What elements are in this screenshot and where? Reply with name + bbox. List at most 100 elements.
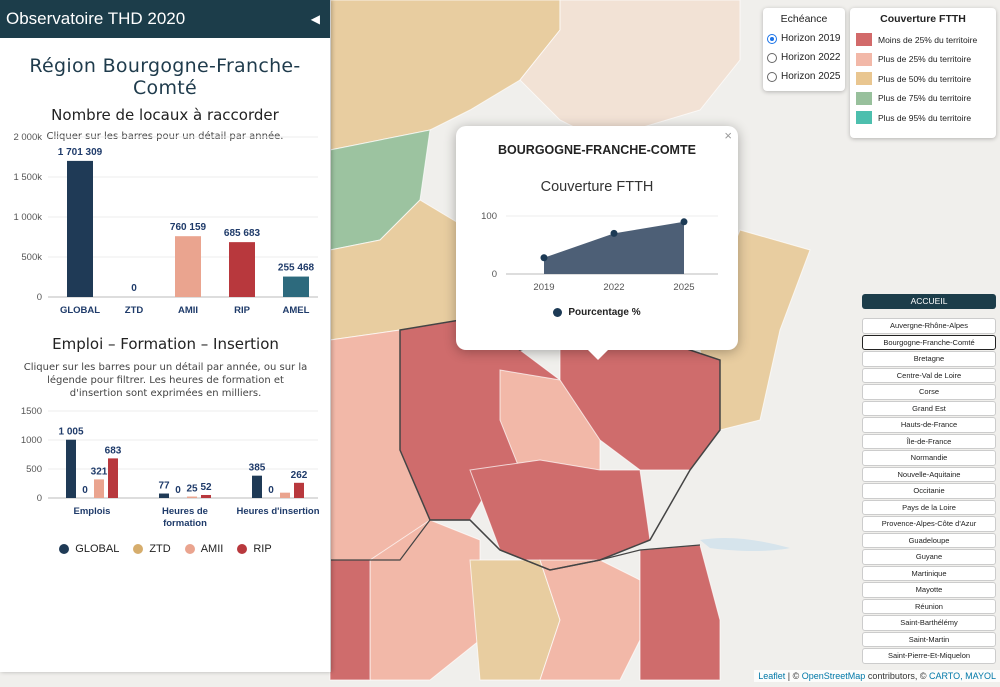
region-south-3 [539, 559, 641, 681]
data-label: 52 [200, 482, 212, 493]
region-button[interactable]: Saint-Barthélémy [862, 615, 996, 631]
y-tick-label: 2 000k [13, 132, 42, 143]
region-button[interactable]: Bourgogne-Franche-Comté [862, 334, 996, 350]
bar[interactable] [229, 242, 255, 297]
emploi-subtitle-line: légende pour filtrer. Les heures de form… [47, 375, 284, 386]
region-button[interactable]: Saint-Pierre-Et-Miquelon [862, 648, 996, 664]
y-tick-label: 1 000k [13, 212, 42, 223]
region-list: Auvergne-Rhône-Alpes Bourgogne-Franche-Co… [862, 318, 996, 664]
region-button[interactable]: Nouvelle-Aquitaine [862, 466, 996, 482]
bar[interactable] [159, 493, 169, 498]
home-button[interactable]: ACCUEIL [862, 294, 996, 309]
data-label: 685 683 [224, 228, 261, 239]
legend-swatch [856, 52, 872, 66]
bar[interactable] [94, 479, 104, 498]
bar[interactable] [66, 439, 76, 498]
collapse-icon[interactable]: ◀ [310, 12, 320, 26]
data-label: 1 005 [58, 427, 83, 438]
category-label: ZTD [125, 305, 144, 316]
legend-dot [184, 544, 195, 554]
y-tick-label: 100 [481, 211, 497, 222]
bar[interactable] [108, 458, 118, 498]
bar[interactable] [175, 236, 201, 297]
region-button[interactable]: Provence-Alpes-Côte d'Azur [862, 516, 996, 532]
bar[interactable] [67, 160, 93, 297]
region-button[interactable]: Auvergne-Rhône-Alpes [862, 318, 996, 334]
bar[interactable] [252, 475, 262, 498]
popup-legend-label: Pourcentage % [568, 307, 641, 318]
region-button[interactable]: Occitanie [862, 483, 996, 499]
legend-label: Moins de 25% du territoire [878, 34, 978, 45]
echeance-control: Echéance Horizon 2019 Horizon 2022 Horiz… [763, 8, 845, 91]
region-button[interactable]: Guadeloupe [862, 532, 996, 548]
region-south-left [329, 559, 371, 681]
echeance-title: Echéance [780, 13, 828, 25]
bar[interactable] [294, 482, 304, 498]
y-tick-label: 0 [37, 493, 42, 504]
emploi-subtitle-line: Cliquer sur les barres pour un détail pa… [23, 362, 308, 373]
legend-item-amii[interactable]: AMII [184, 543, 223, 555]
bar[interactable] [283, 276, 309, 297]
emploi-chart-subtitle: Cliquer sur les barres pour un détail pa… [0, 361, 331, 400]
region-button[interactable]: Martinique [862, 565, 996, 581]
legend-label: RIP [253, 543, 272, 555]
legend-item-rip[interactable]: RIP [237, 543, 272, 555]
map-attribution: Leaflet | © OpenStreetMap contributors, … [754, 670, 1000, 682]
emploi-chart-title: Emploi – Formation – Insertion [52, 335, 279, 353]
region-button[interactable]: Réunion [862, 598, 996, 614]
legend-row: Plus de 50% du territoire [856, 69, 990, 89]
data-label: 25 [186, 484, 198, 495]
bar[interactable] [280, 492, 290, 498]
region-button[interactable]: Saint-Martin [862, 631, 996, 647]
legend-item-global[interactable]: GLOBAL [59, 543, 119, 555]
bar[interactable] [187, 496, 197, 498]
legend-label: ZTD [149, 543, 171, 555]
radio-horizon-2022[interactable]: Horizon 2022 [767, 48, 841, 67]
radio-icon[interactable] [767, 52, 777, 63]
region-button[interactable]: Bretagne [862, 351, 996, 367]
region-button[interactable]: Guyane [862, 549, 996, 565]
locaux-chart-title: Nombre de locaux à raccorder [51, 106, 279, 124]
x-tick-label: 2019 [533, 282, 554, 293]
couverture-legend: Couverture FTTH Moins de 25% du territoi… [850, 8, 996, 138]
category-label: Heures d'insertion [236, 506, 319, 517]
radio-label: Horizon 2022 [781, 52, 841, 63]
radio-icon[interactable] [767, 33, 777, 44]
emploi-subtitle-line: d'insertion sont exprimées en milliers. [69, 388, 262, 399]
attribution-text: contributors, © [865, 671, 929, 681]
region-button[interactable]: Mayotte [862, 582, 996, 598]
legend-dot [133, 544, 144, 554]
data-label: 0 [82, 485, 88, 496]
legend-row: Plus de 25% du territoire [856, 50, 990, 70]
locaux-chart[interactable]: 0 500k 1 000k 1 500k 2 000k 1 701 309 GLOBAL 0 Z… [0, 128, 331, 323]
x-tick-label: 2022 [603, 282, 624, 293]
data-point [610, 229, 618, 237]
legend-item-ztd[interactable]: ZTD [133, 543, 171, 555]
region-button[interactable]: Normandie [862, 450, 996, 466]
region-button[interactable]: Centre-Val de Loire [862, 367, 996, 383]
popup-legend[interactable]: Pourcentage % [456, 307, 738, 318]
data-label: 1 701 309 [58, 147, 103, 158]
radio-horizon-2019[interactable]: Horizon 2019 [767, 29, 841, 48]
bar[interactable] [201, 494, 211, 498]
region-title: Région Bourgogne-Franche-Comté [29, 55, 301, 99]
radio-horizon-2025[interactable]: Horizon 2025 [767, 67, 841, 86]
region-button[interactable]: Pays de la Loire [862, 499, 996, 515]
area-fill [544, 221, 684, 274]
close-icon[interactable]: × [724, 128, 732, 143]
emploi-legend: GLOBAL ZTD AMII RIP [0, 543, 331, 555]
region-button[interactable]: Île-de-France [862, 433, 996, 449]
panel-title: Observatoire THD 2020 [6, 9, 186, 28]
leaflet-link[interactable]: Leaflet [758, 671, 786, 681]
y-tick-label: 0 [37, 292, 42, 303]
emploi-chart[interactable]: 0 500 1000 1500 1 005 0 321 683 Emplois 77 0 25 52 He… [0, 400, 331, 535]
radio-icon[interactable] [767, 71, 777, 82]
carto-link[interactable]: CARTO, MAYOL [928, 671, 996, 681]
region-alps [639, 544, 721, 681]
region-button[interactable]: Grand Est [862, 400, 996, 416]
osm-link[interactable]: OpenStreetMap [801, 671, 866, 681]
region-popup: × BOURGOGNE-FRANCHE-COMTE Couverture FTT… [456, 126, 738, 360]
region-button[interactable]: Corse [862, 384, 996, 400]
region-button[interactable]: Hauts-de-France [862, 417, 996, 433]
